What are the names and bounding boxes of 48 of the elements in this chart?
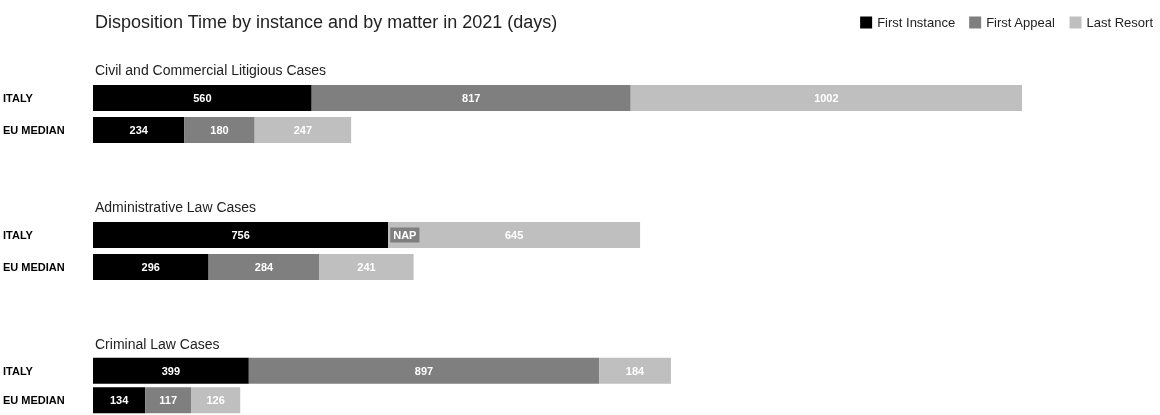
bar <box>191 387 241 414</box>
bar <box>184 117 255 143</box>
bar <box>93 117 185 143</box>
bar <box>93 357 249 384</box>
bar <box>388 222 641 248</box>
annotation: NAP <box>393 229 417 241</box>
y-tick-label: EU MEDIAN <box>3 261 65 273</box>
legend-label: First Appeal <box>986 15 1055 30</box>
data-label: 645 <box>504 229 524 241</box>
data-label: 117 <box>159 394 178 407</box>
data-label: 126 <box>206 394 225 407</box>
chart-title: Administrative Law Cases <box>95 199 257 215</box>
y-tick-label: ITALY <box>3 92 34 104</box>
data-label: 756 <box>231 229 250 241</box>
bar <box>145 387 192 414</box>
y-tick-label: ITALY <box>3 229 34 241</box>
data-label: 284 <box>254 261 275 273</box>
bar <box>319 254 414 280</box>
data-label: 180 <box>210 124 229 136</box>
bar <box>93 254 209 280</box>
data-label: 184 <box>625 364 646 377</box>
data-label: 1002 <box>814 92 839 104</box>
data-label: 241 <box>357 261 376 273</box>
data-label: 399 <box>161 364 181 377</box>
bar <box>311 85 631 111</box>
bar <box>208 254 320 280</box>
bar <box>93 85 312 111</box>
data-label: 134 <box>109 394 130 407</box>
y-tick-label: ITALY <box>3 364 34 377</box>
legend-label: First Instance <box>877 15 956 30</box>
bar <box>248 357 600 384</box>
data-label: 817 <box>462 92 481 104</box>
chart-subtitle: Civil and Commercial Litigious Cases <box>95 62 327 78</box>
chart-title: Disposition Time by instance and by matter in 2021 (days) <box>95 12 558 32</box>
data-label: 560 <box>193 92 212 104</box>
legend-label: Last Resort <box>1086 15 1154 30</box>
data-label: 247 <box>293 124 313 136</box>
bar <box>599 357 671 384</box>
bar <box>93 387 146 414</box>
bar <box>630 85 1022 111</box>
y-tick-label: EU MEDIAN <box>3 394 65 407</box>
y-tick-label: EU MEDIAN <box>3 124 65 136</box>
data-label: 234 <box>129 124 149 136</box>
chart-title: Criminal Law Cases <box>95 336 220 352</box>
bar <box>93 222 389 248</box>
data-label: 296 <box>141 261 160 273</box>
data-label: 897 <box>414 364 434 377</box>
bar <box>254 117 352 143</box>
